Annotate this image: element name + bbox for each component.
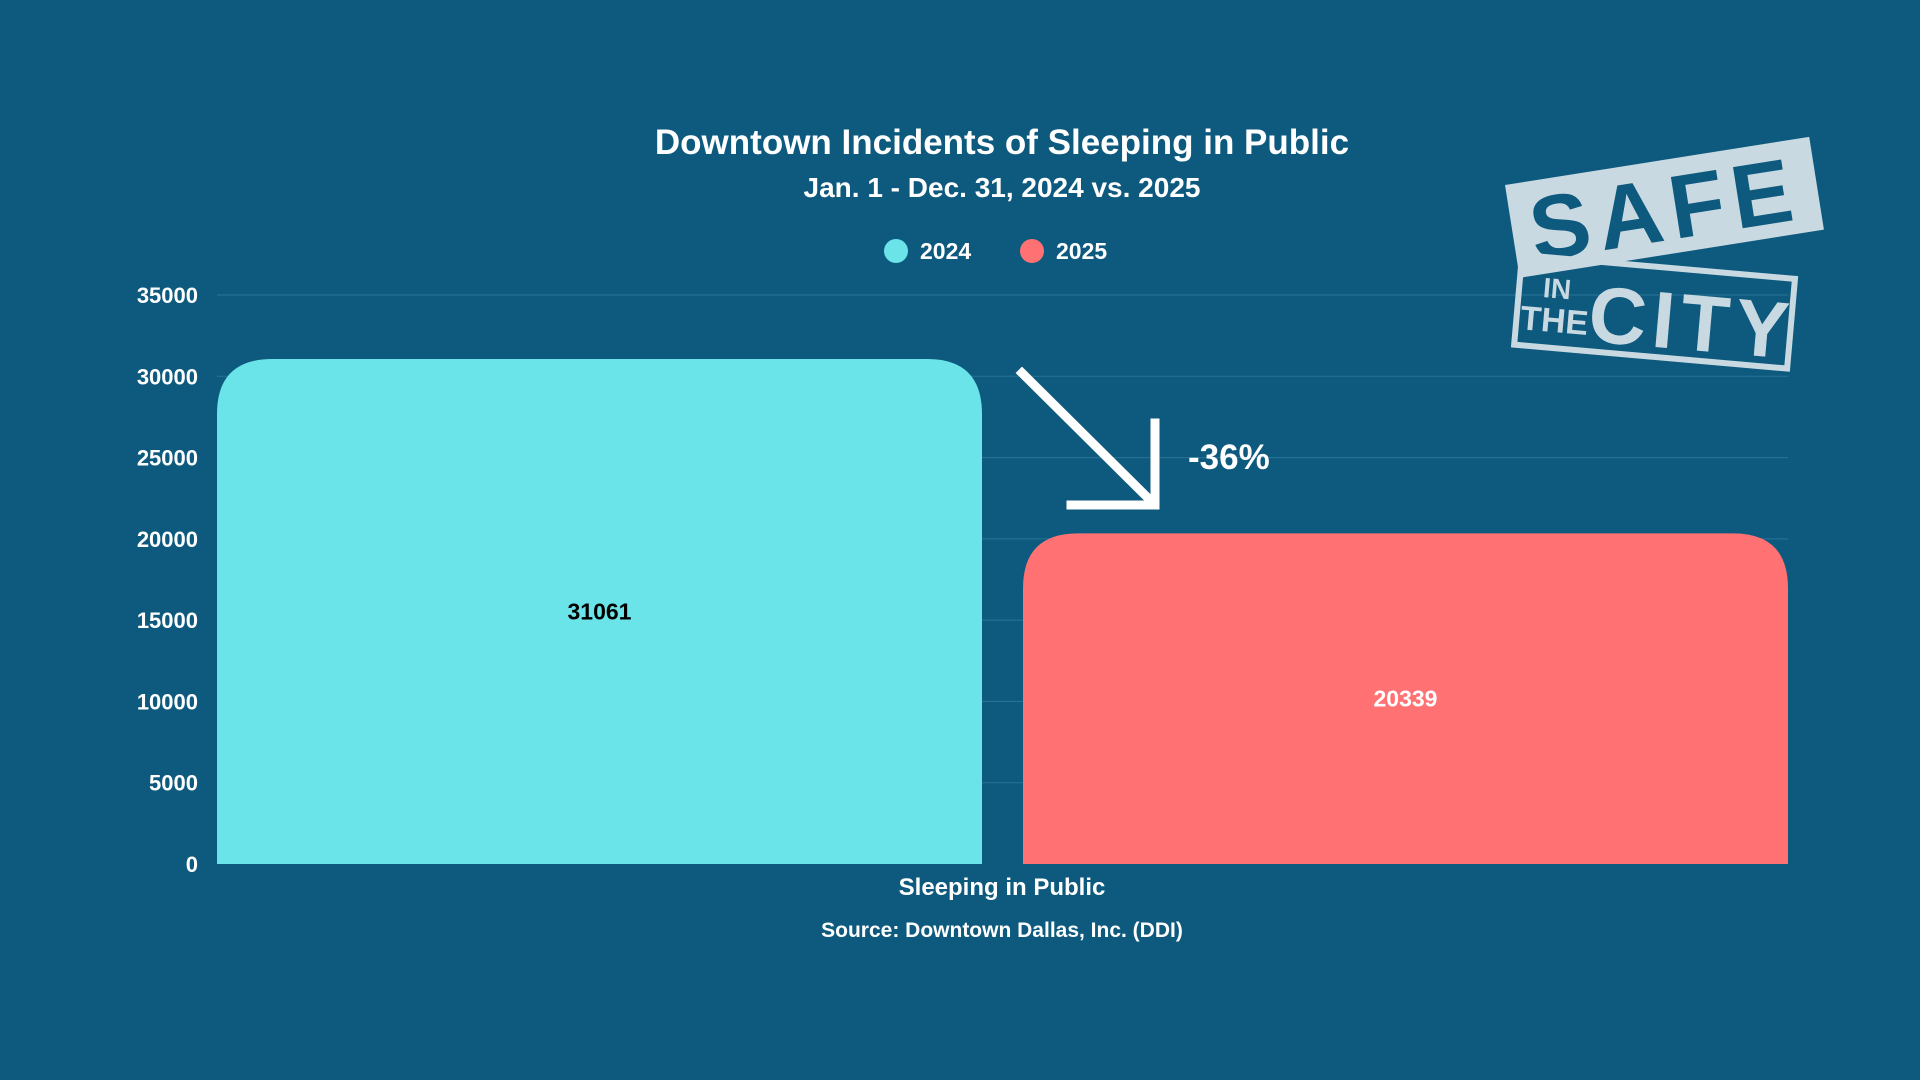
logo-text-the: THE (1519, 299, 1590, 343)
change-annotation: -36% (1188, 438, 1270, 477)
source-note: Source: Downtown Dallas, Inc. (DDI) (821, 919, 1183, 942)
legend-item-2024: 2024 (884, 238, 971, 264)
y-tick-label: 15000 (137, 608, 198, 633)
y-tick-label: 5000 (149, 771, 198, 796)
y-tick-label: 25000 (137, 446, 198, 471)
bar-value-label-2024: 31061 (568, 599, 632, 625)
safe-in-the-city-logo: SAFE IN THE CITY (1505, 136, 1824, 376)
bar-2025 (1023, 533, 1788, 864)
logo-text-in: IN (1542, 272, 1573, 305)
y-tick-label: 20000 (137, 527, 198, 552)
y-tick-label: 35000 (137, 283, 198, 308)
x-axis-category-label: Sleeping in Public (899, 874, 1106, 901)
legend-item-2025: 2025 (1020, 238, 1107, 264)
bar-2024 (217, 359, 982, 864)
y-tick-label: 10000 (137, 689, 198, 714)
logo-text-city: CITY (1585, 269, 1798, 376)
legend: 2024 2025 (884, 238, 1107, 264)
bars: 31061 20339 (217, 359, 1788, 864)
chart-title: Downtown Incidents of Sleeping in Public (655, 123, 1349, 162)
y-tick-label: 30000 (137, 364, 198, 389)
legend-label: 2025 (1056, 238, 1107, 264)
legend-swatch (884, 239, 908, 263)
legend-label: 2024 (920, 238, 971, 264)
legend-swatch (1020, 239, 1044, 263)
y-tick-label: 0 (186, 852, 198, 877)
trend-arrow-icon (1015, 366, 1160, 510)
y-axis: 0 5000 10000 15000 20000 25000 30000 35000 (137, 283, 198, 877)
chart-subtitle: Jan. 1 - Dec. 31, 2024 vs. 2025 (804, 172, 1201, 203)
bar-value-label-2025: 20339 (1374, 686, 1438, 712)
